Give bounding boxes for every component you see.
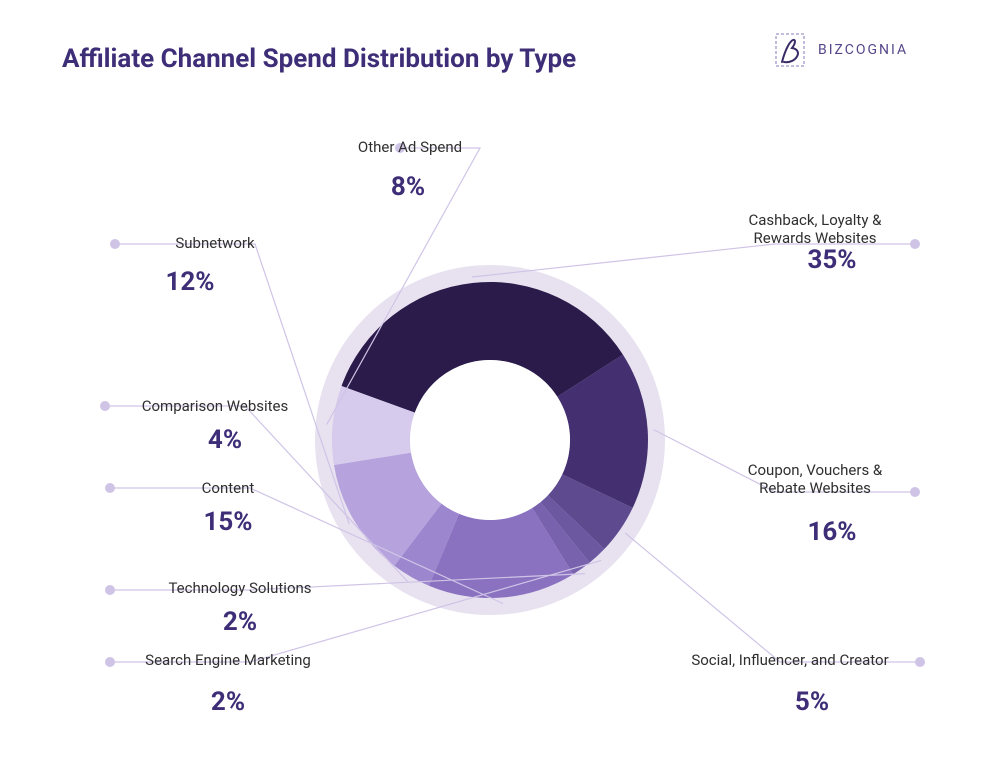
segment-label: Content (202, 479, 255, 497)
segment-value: 35% (807, 245, 856, 275)
segment-value: 4% (208, 425, 242, 455)
leader-dot (105, 483, 115, 493)
segment-label: Social, Influencer, and Creator (691, 651, 888, 669)
segment-value: 2% (223, 607, 257, 637)
segment-value: 15% (203, 507, 252, 537)
donut-hole (410, 360, 570, 520)
segment-label: Comparison Websites (142, 397, 289, 415)
segment-value: 8% (391, 172, 425, 202)
leader-dot (910, 239, 920, 249)
segment-value: 2% (211, 687, 245, 717)
leader-dot (915, 657, 925, 667)
leader-dot (105, 585, 115, 595)
donut-chart: Cashback, Loyalty &Rewards Websites35%Co… (0, 0, 1000, 777)
segment-label: Search Engine Marketing (145, 651, 311, 669)
segment-value: 16% (807, 517, 856, 547)
segment-label: Subnetwork (175, 234, 255, 252)
leader-dot (110, 239, 120, 249)
segment-label: Technology Solutions (168, 579, 311, 597)
leader-dot (910, 487, 920, 497)
segment-value: 5% (795, 687, 829, 717)
segment-label: Cashback, Loyalty & (748, 211, 882, 229)
segment-value: 12% (165, 267, 214, 297)
segment-label: Rebate Websites (759, 479, 871, 497)
segment-label: Coupon, Vouchers & (748, 461, 883, 479)
segment-label: Other Ad Spend (358, 138, 462, 156)
leader-dot (105, 657, 115, 667)
leader-line (625, 533, 920, 662)
leader-dot (100, 401, 110, 411)
